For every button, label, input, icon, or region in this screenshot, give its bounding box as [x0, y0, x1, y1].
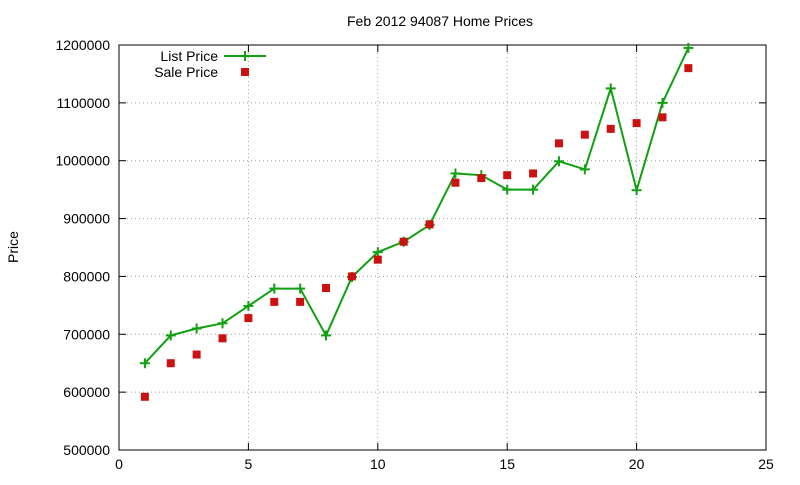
sale-price-point	[270, 297, 279, 306]
grid	[119, 45, 766, 450]
y-tick-label: 900000	[63, 211, 110, 227]
legend-label: Sale Price	[154, 64, 218, 80]
sale-price-point	[477, 174, 486, 183]
x-tick-label: 15	[499, 456, 515, 472]
sale-price-point	[606, 124, 615, 133]
sale-price-point	[399, 237, 408, 246]
list-price-point	[191, 323, 202, 334]
chart-title: Feb 2012 94087 Home Prices	[347, 13, 533, 29]
sale-price-point	[322, 284, 331, 292]
sale-price-point	[451, 178, 460, 187]
sale-price-point	[632, 119, 641, 128]
sale-price-point	[529, 169, 538, 178]
list-price-point	[657, 97, 668, 108]
list-price-point	[553, 156, 564, 167]
x-tick-label: 20	[629, 456, 645, 472]
sale-price-point	[580, 130, 589, 139]
sale-price-point	[296, 297, 305, 306]
legend-label: List Price	[160, 48, 218, 64]
sale-price-point	[684, 64, 693, 73]
sale-price-point	[218, 334, 227, 343]
sale-price-point	[140, 392, 149, 401]
series	[139, 42, 694, 401]
y-tick-label: 1200000	[55, 37, 110, 53]
list-price-line	[144, 47, 690, 364]
x-tick-label: 0	[115, 456, 123, 472]
list-price-point	[321, 330, 332, 341]
list-price-point	[295, 283, 306, 294]
list-price-point	[502, 184, 513, 195]
x-tick-label: 10	[370, 456, 386, 472]
sale-price-point	[166, 359, 175, 368]
list-price-point	[165, 330, 176, 341]
list-price-point	[631, 185, 642, 196]
legend-plus-marker	[240, 51, 250, 61]
sale-price-point	[347, 272, 356, 281]
list-price-point	[243, 300, 254, 311]
list-price-point	[372, 247, 383, 258]
sale-price-point	[244, 314, 253, 323]
list-price-point	[683, 42, 694, 53]
plot-frame	[118, 44, 767, 451]
y-tick-label: 1100000	[57, 95, 111, 111]
y-tick-label: 1000000	[55, 153, 110, 169]
list-price-point	[217, 318, 228, 329]
x-tick-label: 5	[245, 456, 253, 472]
sale-price-point	[554, 139, 563, 148]
sale-price-point	[192, 350, 201, 359]
legend-square-marker	[241, 68, 249, 76]
sale-price-point	[425, 220, 434, 229]
y-tick-label: 800000	[63, 268, 110, 284]
list-price-point	[579, 164, 590, 175]
y-tick-label: 600000	[63, 384, 110, 400]
sale-price-point	[373, 255, 382, 264]
list-price-point	[605, 83, 616, 94]
y-tick-label: 700000	[63, 326, 110, 342]
axes: 0 5 10 15 20 25 500000 600000 700000 800000 900000…	[55, 37, 774, 472]
x-tick-label: 25	[758, 456, 774, 472]
y-axis-label: Price	[5, 231, 21, 263]
list-price-point	[528, 184, 539, 195]
sale-price-point	[658, 113, 667, 122]
list-price-point	[269, 283, 280, 294]
sale-price-point	[503, 171, 512, 180]
y-tick-label: 500000	[63, 442, 110, 458]
list-price-point	[139, 358, 150, 369]
list-price-point	[450, 168, 461, 179]
